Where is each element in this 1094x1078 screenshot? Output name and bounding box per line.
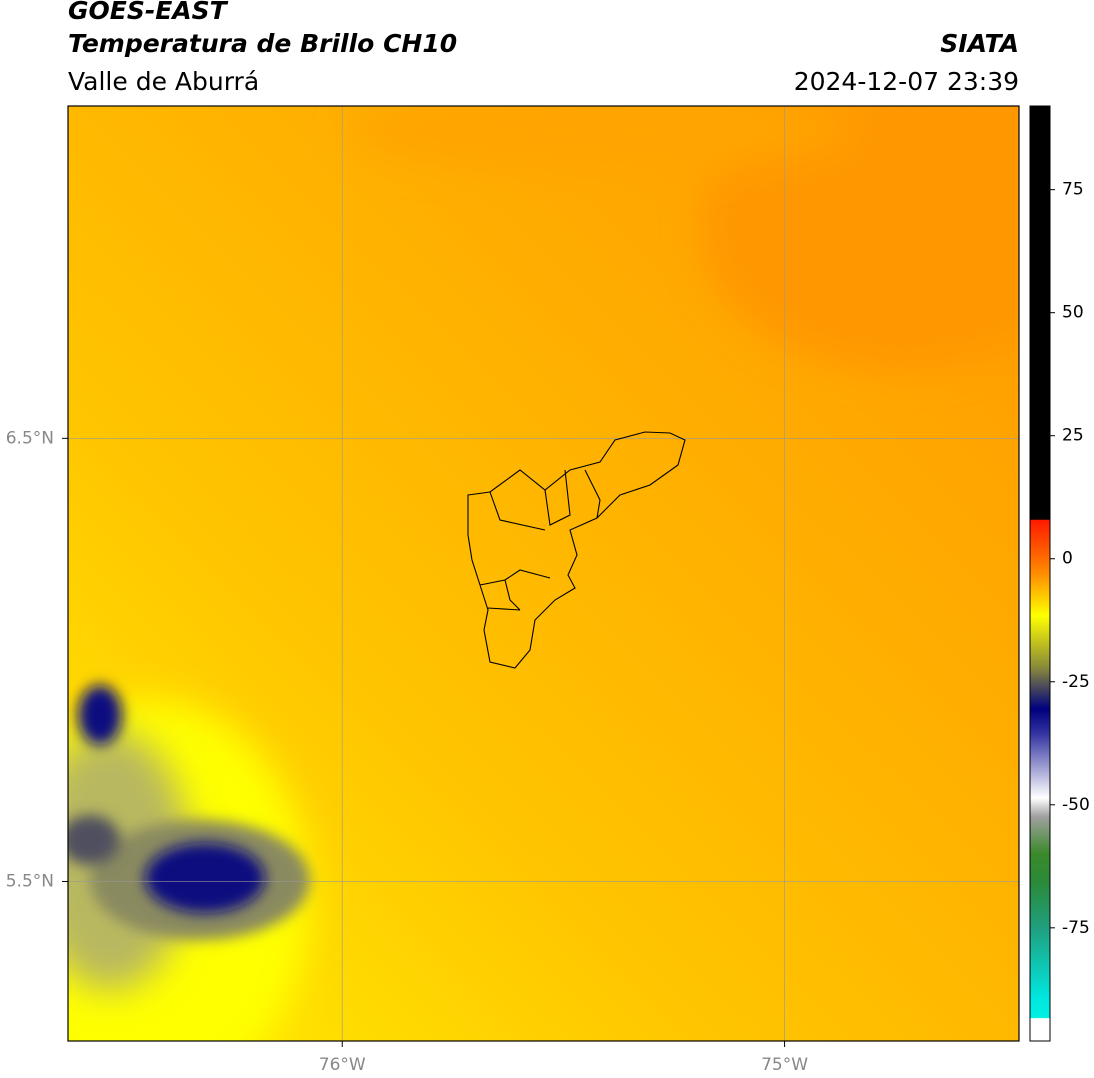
x-tick-label: 75°W: [761, 1055, 808, 1075]
colorbar-tick-label: 75: [1062, 180, 1084, 200]
colorbar-tick-label: -50: [1062, 795, 1090, 815]
colorbar-tick-label: -25: [1062, 672, 1090, 692]
y-tick-label: 5.5°N: [6, 871, 54, 891]
municipal-boundaries: [467, 431, 686, 669]
y-tick-label: 6.5°N: [6, 428, 54, 448]
title: GOES-EAST: [68, 0, 229, 25]
timestamp: 2024-12-07 23:39: [794, 67, 1019, 96]
colorbar-tick-label: 25: [1062, 426, 1084, 446]
grid: [68, 106, 1019, 1041]
satellite-image: [68, 106, 1019, 1041]
x-tick-label: 76°W: [319, 1055, 366, 1075]
subtitle: Temperatura de Brillo CH10: [68, 29, 457, 58]
region: Valle de Aburrá: [68, 67, 259, 96]
colorbar: [1029, 105, 1051, 1042]
colorbar-tick-label: 0: [1062, 549, 1073, 569]
colorbar-tick-label: 50: [1062, 303, 1084, 323]
agency: SIATA: [940, 29, 1019, 58]
colorbar-tick-label: -75: [1062, 918, 1090, 938]
map-frame: [67, 105, 1020, 1042]
